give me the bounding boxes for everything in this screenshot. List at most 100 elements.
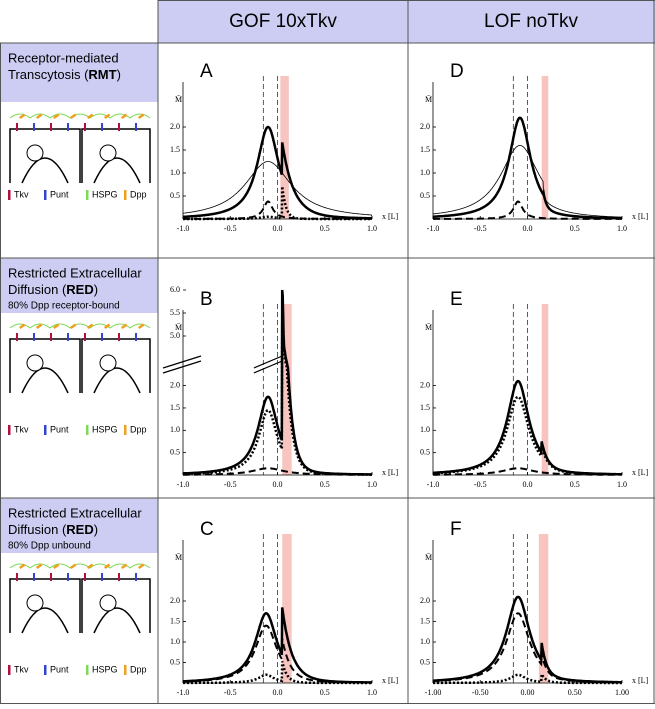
receptor: [135, 123, 137, 131]
shaded-region: [541, 76, 549, 219]
row-note: 80% Dpp receptor-bound: [8, 301, 120, 312]
shaded-region: [280, 76, 289, 219]
legend-label: Punt: [50, 424, 69, 434]
y-tick-label: 2.0: [170, 380, 180, 389]
ligand: [36, 563, 43, 570]
row-label: Diffusion (RED): [8, 522, 98, 537]
x-tick-label: 0.5: [320, 480, 330, 489]
row-label-part: RED: [66, 522, 93, 537]
receptor: [50, 573, 52, 581]
panel-letter: C: [200, 519, 214, 540]
vesicle: [99, 144, 117, 162]
profile-curve: [433, 467, 623, 476]
ligand: [19, 563, 26, 570]
ligand: [35, 113, 43, 120]
y-tick-label: 6.0: [170, 285, 180, 294]
axis-break: [162, 360, 202, 374]
receptor: [135, 333, 137, 341]
row-label: Transcytosis (RMT): [8, 67, 121, 82]
y-tick-label: 0.5: [170, 447, 180, 456]
x-tick-label: 0.5: [570, 480, 580, 489]
ligand: [104, 323, 111, 330]
x-tick-label: -0.5: [224, 224, 237, 233]
y-axis-label: M̄: [425, 553, 432, 562]
ligand: [138, 113, 145, 120]
x-tick-label: -0.5: [474, 224, 487, 233]
legend-label: Punt: [50, 664, 69, 674]
y-tick-label: 1.0: [170, 168, 180, 177]
row-label-bg: [0, 258, 158, 313]
x-tick-label: -1.0: [177, 480, 190, 489]
receptor: [50, 333, 52, 341]
panel-letter: B: [200, 289, 213, 310]
x-tick-label: 0.5: [320, 224, 330, 233]
vesicle: [26, 354, 44, 372]
cell-icon: [9, 323, 151, 394]
x-axis-label: x [L]: [632, 468, 649, 477]
panel-letter: F: [450, 519, 462, 540]
receptor: [50, 123, 52, 131]
legend-label: Dpp: [130, 189, 147, 199]
receptor: [118, 333, 120, 341]
x-tick-label: 0.0: [273, 224, 283, 233]
y-axis-label: M̄: [425, 95, 432, 104]
y-tick-label: 1.0: [170, 637, 180, 646]
ligand: [70, 113, 77, 120]
vesicle: [26, 594, 44, 612]
ligand: [138, 323, 145, 330]
legend-symbol: [8, 665, 11, 675]
cell-icon: [9, 113, 151, 184]
ligand: [87, 563, 94, 570]
profile-curve: [183, 661, 372, 685]
y-tick-label: 0.5: [420, 191, 430, 200]
x-tick-label: 0.5: [570, 224, 580, 233]
row-label-part: Transcytosis (: [8, 67, 89, 82]
legend-label: HSPG: [92, 424, 118, 434]
profile-curve: [433, 116, 622, 220]
row-label: Receptor-mediated: [8, 50, 119, 65]
profile-curve: [183, 624, 372, 684]
x-tick-label: -1.0: [427, 480, 440, 489]
profile-curve: [433, 612, 622, 684]
legend-label: HSPG: [92, 189, 118, 199]
x-tick-label: -1.00: [425, 688, 442, 697]
row-label-part: Diffusion (: [8, 522, 67, 537]
row-label-bg: [0, 498, 158, 553]
legend-label: Dpp: [130, 424, 147, 434]
profile-curve: [183, 186, 372, 221]
receptor: [67, 573, 69, 581]
receptor: [101, 333, 103, 341]
y-tick-label: 0.5: [420, 657, 430, 666]
hspg: [9, 323, 151, 329]
receptor: [101, 123, 103, 131]
row-label: Restricted Extracellular: [8, 505, 142, 520]
ligand: [87, 323, 94, 330]
legend-label: Dpp: [130, 664, 147, 674]
legend-symbol: [44, 425, 47, 435]
profile-curve: [433, 145, 622, 218]
row-note: 80% Dpp unbound: [8, 541, 91, 552]
legend-label: Tkv: [14, 189, 29, 199]
y-tick-label: 1.0: [420, 637, 430, 646]
y-tick-label: 2.0: [170, 122, 180, 131]
x-tick-label: 0.0: [273, 688, 283, 697]
y-tick-label: 1.5: [170, 403, 180, 412]
receptor: [16, 333, 18, 341]
x-tick-label: 0.00: [521, 688, 535, 697]
legend-symbol: [124, 665, 127, 675]
y-tick-label: 0.5: [420, 447, 430, 456]
ligand: [52, 113, 60, 120]
panel-letter: E: [450, 289, 463, 310]
shaded-region: [282, 534, 292, 683]
ligand: [70, 563, 77, 570]
legend-symbol: [8, 425, 11, 435]
x-tick-label: 0.0: [523, 224, 533, 233]
panel-letter: D: [450, 61, 464, 82]
cell: [9, 578, 151, 633]
row-label: Diffusion (RED): [8, 282, 98, 297]
receptor: [67, 123, 69, 131]
row-label-part: RMT: [88, 67, 116, 82]
legend-symbol: [44, 190, 47, 200]
nucleus: [21, 367, 141, 394]
